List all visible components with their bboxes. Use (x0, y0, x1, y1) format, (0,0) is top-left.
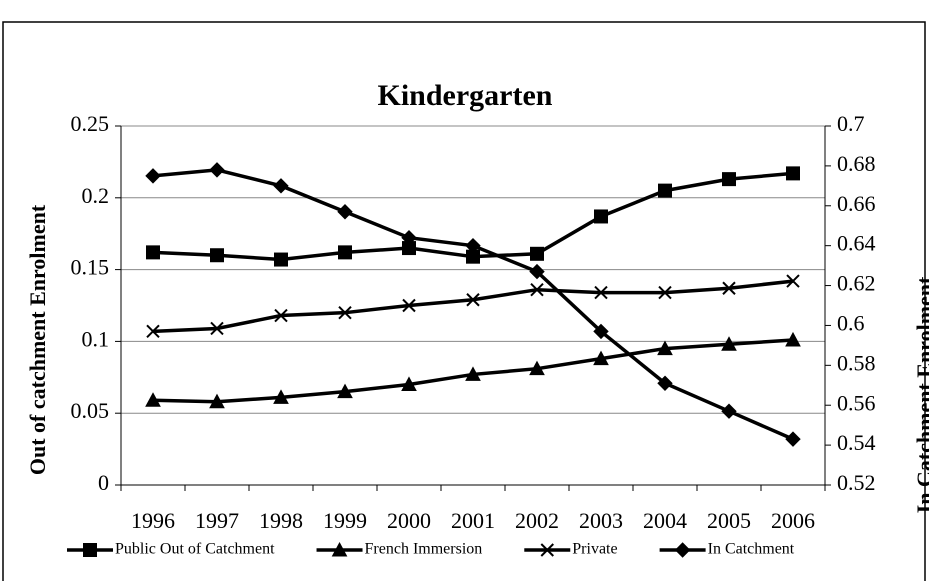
chart-frame (2, 21, 926, 581)
data-point (274, 252, 288, 267)
y-tick-label: 0.15 (71, 255, 110, 280)
data-point (786, 166, 800, 181)
x-tick-label: 2006 (771, 508, 815, 533)
data-point (401, 376, 417, 391)
data-point (210, 248, 224, 263)
x-tick-label: 2003 (579, 508, 623, 533)
data-point (401, 229, 417, 246)
y2-tick-label: 0.68 (837, 151, 876, 176)
y2-tick-label: 0.58 (837, 350, 876, 375)
data-point (210, 321, 224, 336)
data-point (721, 336, 737, 351)
y2-tick-label: 0.56 (837, 390, 876, 415)
x-tick-label: 2000 (387, 508, 431, 533)
data-point (466, 293, 480, 307)
data-point (530, 282, 544, 297)
x-tick-label: 2001 (451, 508, 495, 533)
data-point (402, 298, 416, 313)
data-point (209, 393, 225, 409)
x-tick-label: 1997 (195, 508, 239, 533)
y2-tick-label: 0.6 (837, 310, 865, 335)
data-point (785, 431, 801, 447)
data-point (338, 245, 352, 260)
data-point (529, 360, 545, 376)
data-point (145, 168, 161, 184)
data-point (209, 162, 225, 178)
series-line (152, 279, 794, 334)
x-tick-label: 2002 (515, 508, 559, 533)
data-point (657, 375, 673, 391)
data-point (273, 178, 289, 194)
legend-marker (540, 543, 554, 557)
data-point (145, 392, 161, 407)
y2-tick-label: 0.7 (837, 111, 865, 136)
data-point (594, 209, 608, 224)
data-point (658, 285, 672, 300)
data-point (721, 403, 737, 419)
data-point (722, 281, 736, 295)
data-point (529, 263, 545, 280)
data-point (337, 383, 353, 399)
x-tick-label: 1998 (259, 508, 303, 533)
y2-tick-label: 0.66 (837, 191, 876, 216)
chart-title: Kindergarten (378, 79, 553, 112)
y2-tick-label: 0.64 (837, 231, 876, 256)
data-point (337, 204, 353, 220)
y2-axis-title: In Catchment Enrolment (912, 276, 929, 513)
data-point (593, 323, 609, 340)
legend-label: French Immersion (365, 541, 483, 558)
data-point (657, 340, 673, 356)
y-tick-label: 0 (98, 470, 109, 495)
x-tick-label: 1996 (131, 508, 175, 533)
legend-marker (331, 541, 348, 557)
y2-tick-label: 0.54 (837, 430, 876, 455)
x-tick-label: 2005 (707, 508, 751, 533)
y-tick-label: 0.2 (82, 183, 110, 208)
data-point (338, 305, 352, 320)
y-tick-label: 0.1 (82, 326, 110, 351)
legend-marker (83, 543, 97, 557)
legend-label: Private (572, 541, 617, 558)
data-point (722, 172, 736, 187)
data-point (465, 366, 481, 381)
data-point (594, 285, 608, 300)
data-point (785, 331, 801, 347)
data-point (786, 274, 800, 288)
data-point (658, 183, 672, 198)
data-point (273, 389, 289, 404)
x-tick-label: 2004 (643, 508, 687, 533)
data-point (465, 237, 481, 254)
x-tick-label: 1999 (323, 508, 367, 533)
data-point (530, 246, 544, 261)
legend-label: Public Out of Catchment (115, 541, 275, 558)
y-tick-label: 0.25 (71, 111, 110, 136)
legend-label: In Catchment (708, 541, 795, 558)
y2-tick-label: 0.62 (837, 271, 876, 296)
data-point (146, 245, 160, 260)
data-point (274, 308, 288, 323)
y-tick-label: 0.05 (71, 398, 110, 423)
data-point (593, 350, 609, 366)
y-axis-title: Out of catchment Enrolment (25, 204, 50, 475)
y2-tick-label: 0.52 (837, 470, 876, 495)
legend-marker (674, 542, 691, 558)
data-point (146, 324, 160, 339)
